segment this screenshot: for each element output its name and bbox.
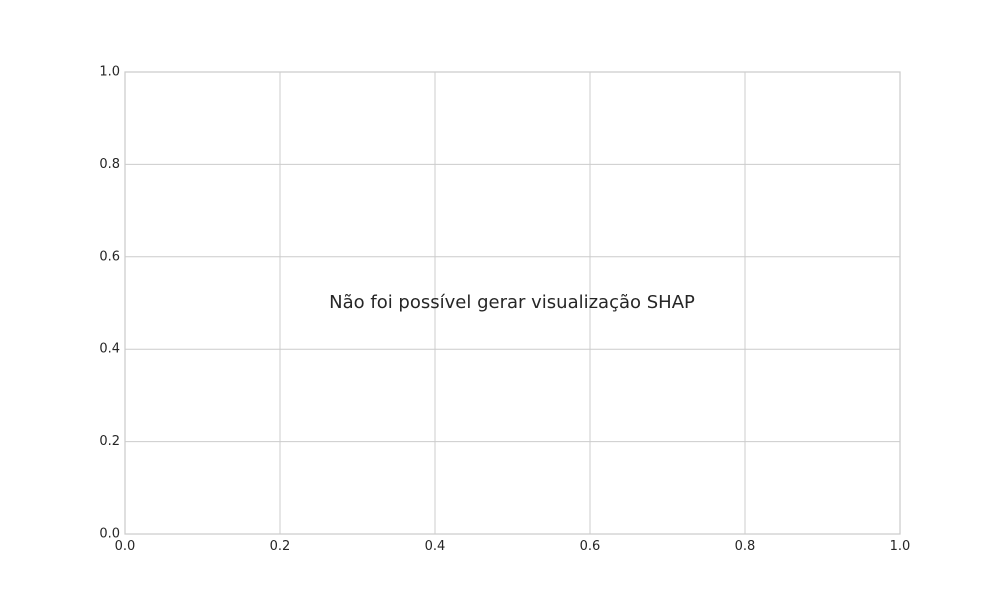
x-tick-label: 1.0 [890, 539, 911, 554]
plot-area [125, 72, 900, 534]
x-tick-labels: 0.0 0.2 0.4 0.6 0.8 1.0 [115, 539, 911, 554]
chart-annotation: Não foi possível gerar visualização SHAP [329, 292, 695, 313]
y-tick-label: 0.8 [99, 157, 120, 172]
y-tick-label: 0.0 [99, 527, 120, 542]
x-tick-label: 0.8 [735, 539, 756, 554]
x-tick-label: 0.2 [270, 539, 291, 554]
y-tick-label: 0.2 [99, 434, 120, 449]
y-tick-labels: 0.0 0.2 0.4 0.6 0.8 1.0 [99, 65, 120, 542]
x-tick-label: 0.0 [115, 539, 136, 554]
x-tick-label: 0.4 [425, 539, 446, 554]
y-tick-label: 1.0 [99, 65, 120, 80]
y-tick-label: 0.4 [99, 342, 120, 357]
y-tick-label: 0.6 [99, 249, 120, 264]
x-tick-label: 0.6 [580, 539, 601, 554]
plot-frame [124, 71, 901, 535]
